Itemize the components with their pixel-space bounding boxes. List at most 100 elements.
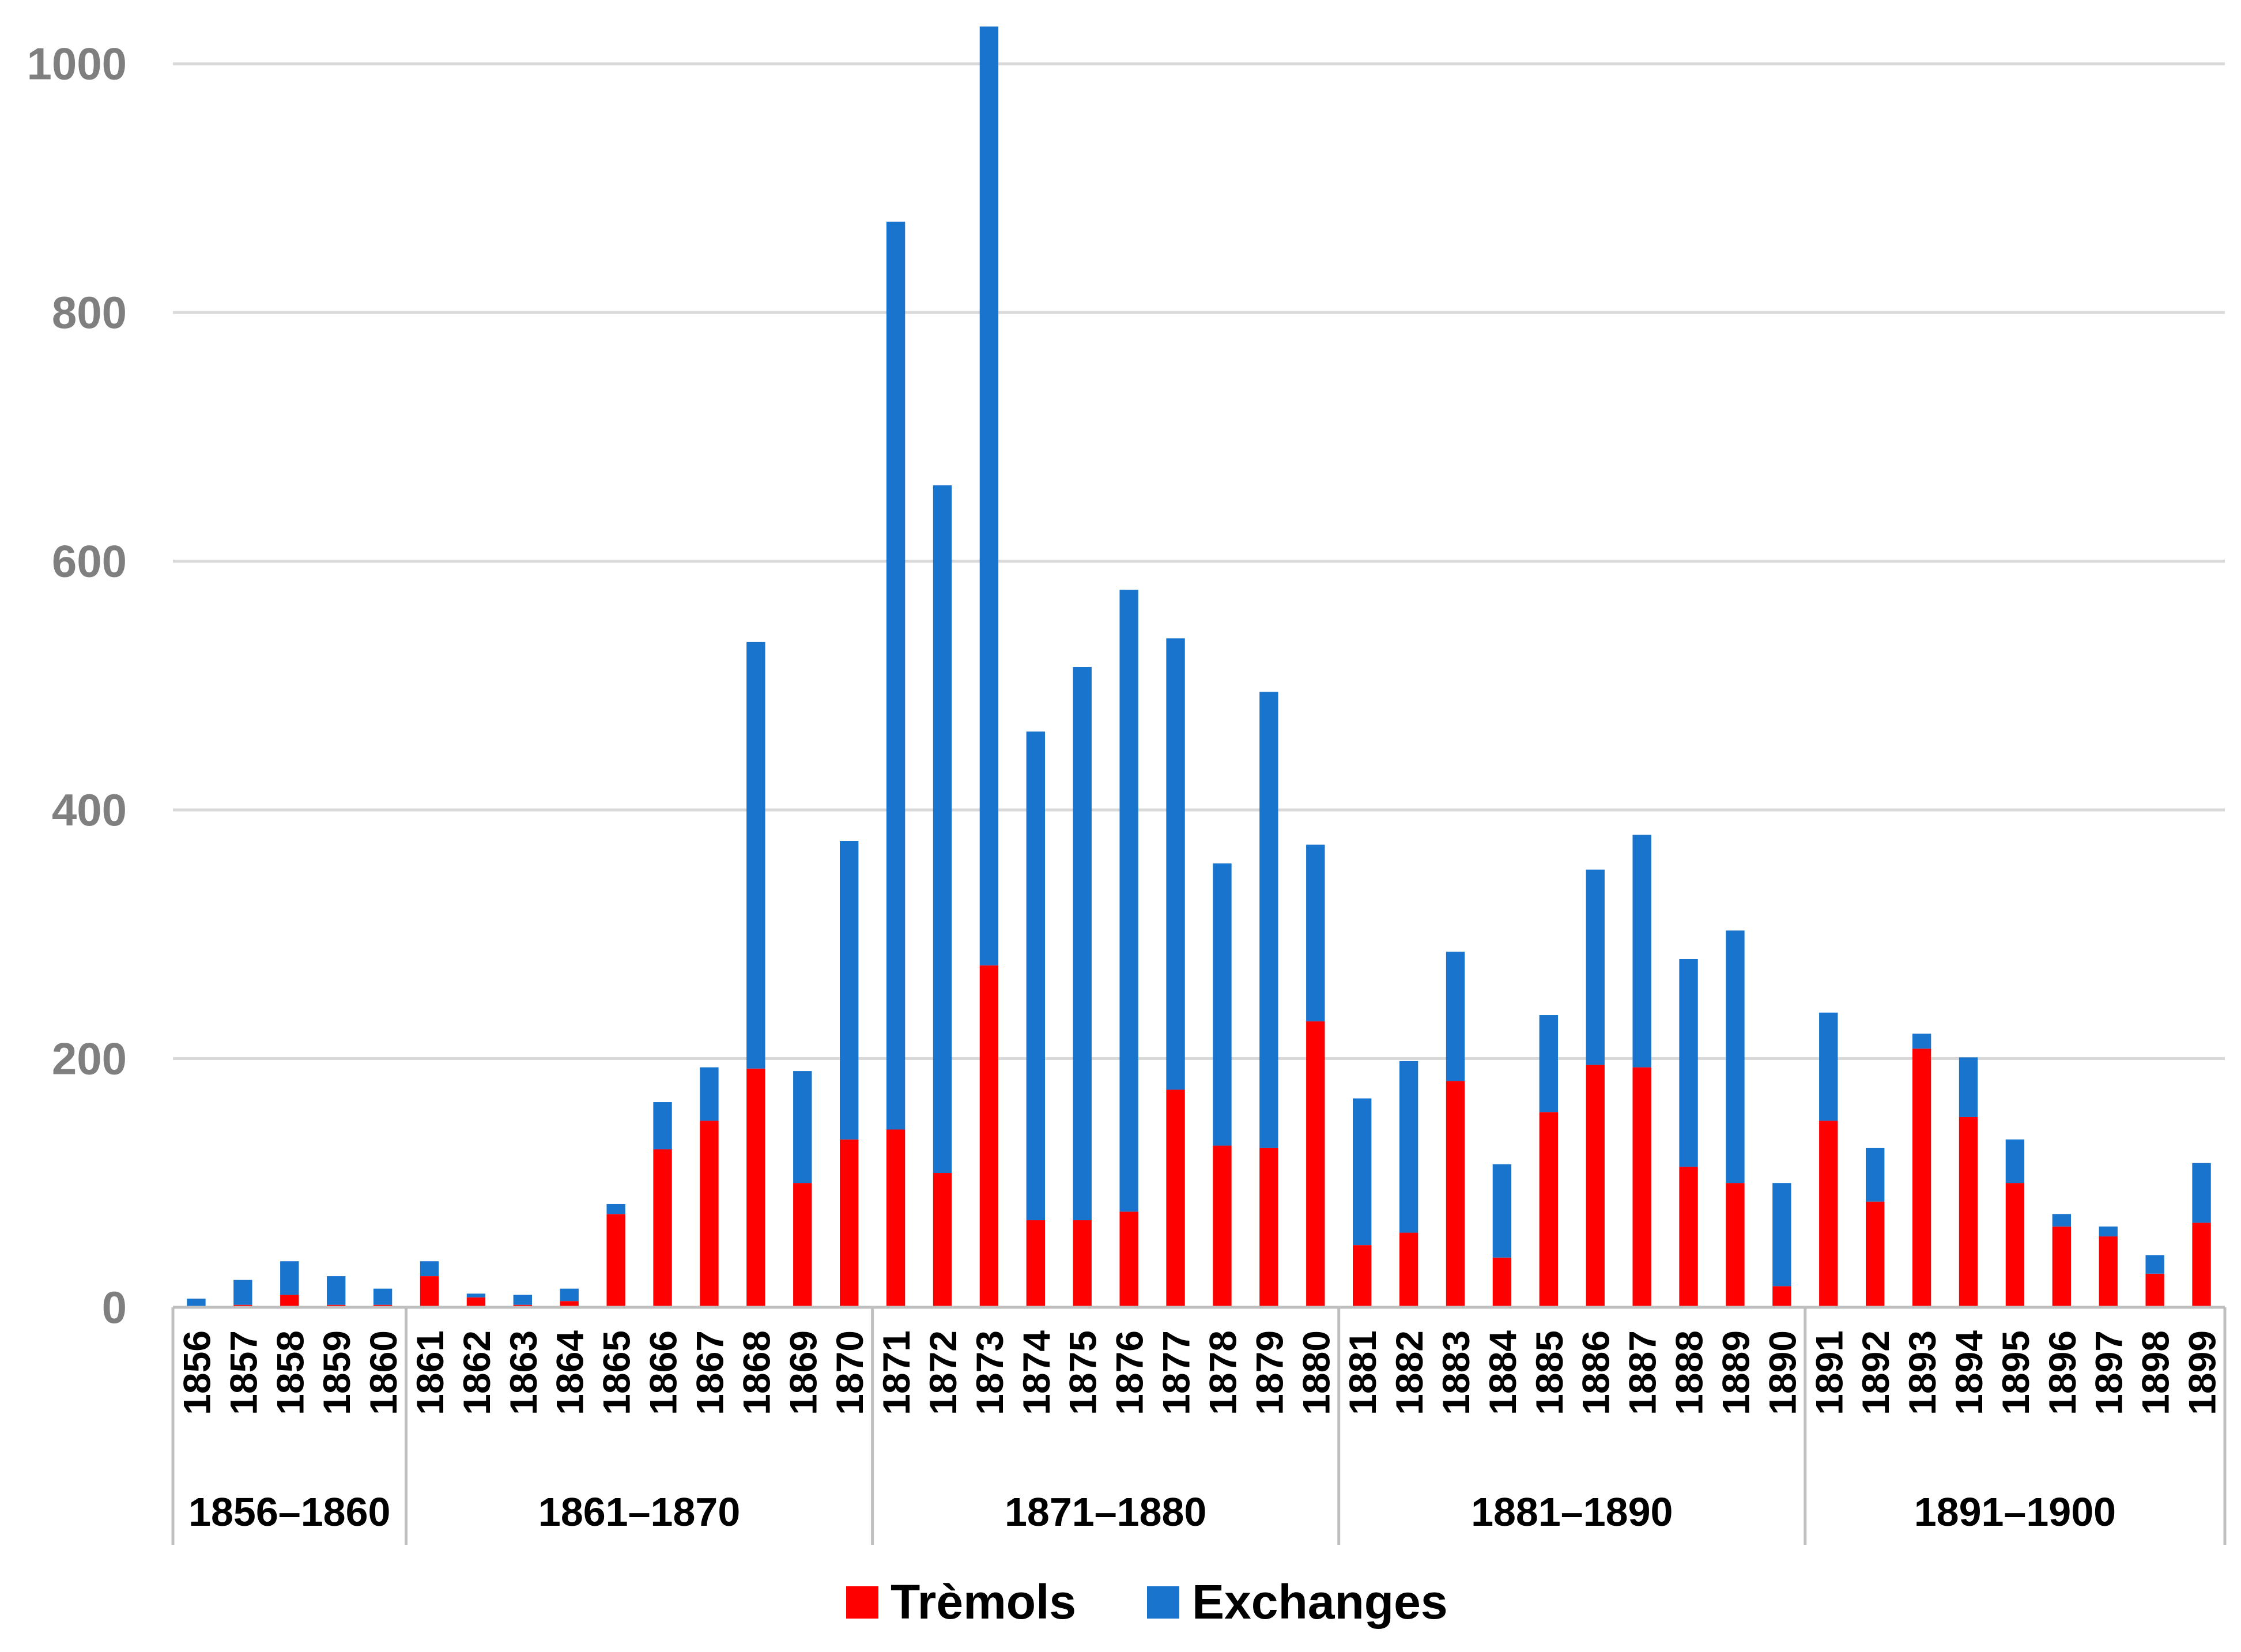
y-tick-label: 200 (52, 1034, 127, 1084)
bar-tremols (1492, 1257, 1512, 1307)
bar-exchanges (1539, 1015, 1558, 1112)
x-tick-label: 1868 (735, 1330, 778, 1415)
bar-exchanges (1632, 835, 1651, 1068)
legend-swatch (1147, 1586, 1179, 1619)
bar-exchanges (1726, 930, 1745, 1183)
bar-tremols (1866, 1201, 1885, 1307)
x-tick-label: 1897 (2088, 1330, 2130, 1415)
x-tick-label: 1886 (1575, 1330, 1617, 1415)
bar-tremols (1213, 1145, 1232, 1307)
bar-tremols (746, 1068, 765, 1307)
bar-exchanges (466, 1293, 486, 1298)
x-tick-label: 1888 (1668, 1330, 1711, 1415)
group-label: 1891–1900 (1914, 1489, 2116, 1534)
bar-exchanges (1819, 1012, 1838, 1121)
x-tick-label: 1899 (2181, 1330, 2224, 1415)
x-tick-label: 1891 (1808, 1330, 1850, 1415)
x-tick-label: 1895 (1994, 1330, 2037, 1415)
y-tick-label: 400 (52, 784, 127, 835)
bar-tremols (1912, 1048, 1931, 1307)
bar-tremols (560, 1301, 579, 1307)
x-tick-label: 1893 (1901, 1330, 1944, 1415)
bar-tremols (1539, 1112, 1558, 1307)
bar-tremols (1819, 1121, 1838, 1307)
bar-tremols (1632, 1067, 1651, 1307)
x-tick-label: 1879 (1248, 1330, 1291, 1415)
y-tick-label: 0 (102, 1282, 127, 1333)
bar-tremols (1586, 1065, 1605, 1307)
bar-exchanges (979, 27, 999, 965)
x-tick-label: 1869 (782, 1330, 824, 1415)
x-tick-label: 1863 (502, 1330, 545, 1415)
bar-exchanges (513, 1295, 532, 1305)
bar-tremols (1772, 1286, 1791, 1307)
legend-label: Trèmols (891, 1575, 1076, 1629)
bar-exchanges (1026, 731, 1045, 1220)
x-tick-label: 1871 (875, 1330, 918, 1415)
bar-tremols (466, 1297, 486, 1307)
x-tick-label: 1874 (1015, 1330, 1058, 1415)
bar-exchanges (1353, 1098, 1372, 1246)
bar-tremols (1679, 1167, 1698, 1307)
bar-exchanges (560, 1288, 579, 1302)
bar-tremols (1306, 1021, 1325, 1307)
bar-exchanges (653, 1102, 672, 1150)
bar-exchanges (420, 1261, 439, 1277)
bar-tremols (979, 965, 999, 1307)
bar-exchanges (2052, 1214, 2071, 1227)
bar-tremols (2099, 1236, 2118, 1307)
x-tick-label: 1862 (455, 1330, 498, 1415)
bar-tremols (653, 1149, 672, 1307)
bar-exchanges (2099, 1226, 2118, 1237)
bar-exchanges (886, 221, 906, 1130)
bar-exchanges (793, 1071, 812, 1183)
bar-tremols (1073, 1220, 1092, 1307)
bar-exchanges (1306, 844, 1325, 1021)
bar-tremols (606, 1214, 625, 1307)
x-tick-label: 1882 (1388, 1330, 1431, 1415)
bar-exchanges (1166, 638, 1185, 1090)
legend-label: Exchanges (1192, 1575, 1448, 1629)
bar-tremols (1353, 1245, 1372, 1307)
bar-exchanges (933, 485, 952, 1174)
bar-exchanges (2192, 1163, 2211, 1223)
x-tick-label: 1864 (549, 1330, 591, 1415)
x-tick-label: 1889 (1714, 1330, 1757, 1415)
bar-exchanges (1912, 1034, 1931, 1049)
group-label: 1871–1880 (1005, 1489, 1206, 1534)
bar-exchanges (1959, 1057, 1978, 1117)
bar-tremols (2005, 1183, 2025, 1307)
x-tick-label: 1876 (1108, 1330, 1151, 1415)
bar-exchanges (1213, 863, 1232, 1146)
y-tick-label: 800 (52, 287, 127, 338)
x-tick-label: 1885 (1528, 1330, 1571, 1415)
bar-exchanges (1866, 1148, 1885, 1202)
bar-exchanges (233, 1280, 252, 1305)
group-label: 1881–1890 (1471, 1489, 1673, 1534)
bar-tremols (1119, 1211, 1138, 1307)
x-tick-label: 1878 (1201, 1330, 1244, 1415)
x-tick-label: 1865 (595, 1330, 638, 1415)
bar-exchanges (1586, 869, 1605, 1065)
bar-tremols (1259, 1148, 1278, 1307)
bar-exchanges (746, 642, 765, 1069)
x-tick-label: 1861 (409, 1330, 451, 1415)
legend-swatch (846, 1586, 878, 1619)
y-tick-label: 1000 (27, 39, 127, 89)
bar-exchanges (2145, 1255, 2164, 1274)
bar-tremols (420, 1276, 439, 1307)
bar-tremols (2145, 1273, 2164, 1307)
bar-exchanges (1399, 1061, 1418, 1233)
bar-exchanges (840, 841, 859, 1140)
bar-tremols (1166, 1089, 1185, 1307)
x-tick-label: 1856 (175, 1330, 218, 1415)
x-tick-label: 1884 (1481, 1330, 1524, 1415)
x-tick-label: 1890 (1761, 1330, 1804, 1415)
bar-exchanges (1492, 1164, 1512, 1258)
x-tick-label: 1887 (1621, 1330, 1664, 1415)
bar-exchanges (373, 1288, 393, 1305)
x-tick-label: 1873 (968, 1330, 1011, 1415)
x-tick-label: 1858 (269, 1330, 311, 1415)
